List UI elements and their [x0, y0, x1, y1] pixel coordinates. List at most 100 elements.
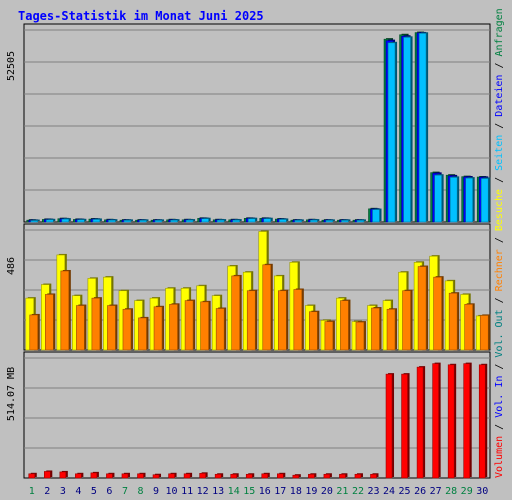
- x-tick-label: 13: [212, 486, 224, 497]
- x-tick-label: 5: [91, 486, 97, 497]
- x-tick-label: 3: [60, 486, 66, 497]
- legend-item-seiten: Seiten: [494, 135, 505, 171]
- x-tick-label: 14: [228, 486, 240, 497]
- bar-rechner-day-7: [122, 308, 132, 351]
- bar-rechner-day-21: [340, 300, 349, 351]
- y-max-label: 514.07 MB: [6, 367, 17, 421]
- legend-item-dateien: Dateien: [494, 75, 505, 117]
- bar-volumen-day-16: [261, 473, 269, 479]
- legend-item-besuche: Besuche: [494, 189, 505, 231]
- x-tick-label: 6: [106, 486, 112, 497]
- bar-seiten-day-26: [418, 33, 427, 223]
- bar-seiten-day-19: [310, 219, 318, 223]
- panel-frame: [23, 351, 491, 479]
- x-tick-label: 24: [383, 486, 395, 497]
- bar-rechner-day-4: [76, 305, 85, 351]
- bar-volumen-day-11: [183, 473, 191, 479]
- bar-rechner-day-12: [200, 301, 209, 351]
- bar-seiten-day-20: [325, 220, 334, 223]
- bar-seiten-day-5: [92, 219, 101, 223]
- right-legend: Volumen / Vol. In / Vol. Out / Rechner /…: [494, 8, 505, 478]
- bar-rechner-day-19: [309, 311, 318, 351]
- x-tick-label: 2: [44, 486, 50, 497]
- legend-item-vol-out: Vol. Out: [494, 309, 505, 357]
- x-tick-label: 23: [367, 486, 379, 497]
- bar-volumen-day-19: [308, 473, 315, 479]
- panel-middle: 486: [6, 223, 491, 351]
- bar-volumen-day-13: [214, 473, 222, 479]
- bar-seiten-day-16: [263, 218, 272, 223]
- x-axis-labels: 1 2 3 4 5 6 7 8 9 10 11 12 13 14 15 16 17 18 19 20 21 22 23 24 2…: [29, 486, 489, 497]
- bar-seiten-day-10: [170, 219, 178, 223]
- x-tick-label: 8: [137, 486, 143, 497]
- chart-title: Tages-Statistik im Monat Juni 2025: [18, 9, 264, 23]
- legend-item-anfragen: Anfragen: [494, 8, 505, 56]
- bar-seiten-day-29: [465, 177, 474, 223]
- bar-rechner-day-28: [448, 292, 458, 351]
- bar-volumen-day-12: [199, 473, 206, 479]
- bar-volumen-day-21: [339, 473, 346, 479]
- bar-volumen-day-7: [121, 473, 129, 479]
- bar-volumen-day-27: [432, 363, 439, 479]
- bar-rechner-day-3: [60, 270, 70, 351]
- bar-volumen-day-29: [463, 363, 471, 479]
- bar-volumen-day-4: [75, 473, 82, 479]
- x-tick-label: 18: [290, 486, 302, 497]
- x-tick-label: 19: [305, 486, 317, 497]
- legend-separator: /: [494, 358, 505, 376]
- bar-seiten-day-17: [278, 219, 287, 223]
- bar-seiten-day-4: [77, 219, 85, 223]
- x-tick-label: 22: [352, 486, 364, 497]
- bar-volumen-day-23: [370, 473, 377, 479]
- bar-volumen-day-2: [43, 471, 51, 479]
- x-tick-label: 1: [29, 486, 35, 497]
- bar-rechner-day-22: [355, 321, 365, 351]
- bar-rechner-day-17: [277, 290, 287, 351]
- bar-seiten-day-18: [294, 220, 303, 223]
- legend-separator: /: [494, 56, 505, 74]
- panel-bottom: 514.07 MB: [6, 351, 491, 479]
- bar-volumen-day-24: [385, 373, 393, 479]
- bar-rechner-day-14: [231, 275, 240, 351]
- legend-separator: /: [494, 171, 505, 189]
- legend-separator: /: [494, 231, 505, 249]
- x-tick-label: 7: [122, 486, 128, 497]
- bar-rechner-day-23: [371, 307, 380, 351]
- legend-separator: /: [494, 418, 505, 436]
- legend-separator: /: [494, 117, 505, 135]
- bar-rechner-day-29: [464, 304, 474, 351]
- x-tick-label: 15: [243, 486, 255, 497]
- bar-volumen-day-8: [137, 473, 144, 479]
- bar-volumen-day-30: [478, 364, 486, 479]
- x-tick-label: 28: [445, 486, 457, 497]
- bar-seiten-day-2: [45, 219, 54, 223]
- bar-rechner-day-30: [479, 315, 489, 351]
- bar-volumen-day-17: [276, 473, 284, 479]
- bar-rechner-day-16: [262, 264, 272, 351]
- legend-item-vol-in: Vol. In: [494, 376, 505, 418]
- bar-volumen-day-6: [106, 473, 113, 479]
- bar-rechner-day-10: [169, 304, 178, 351]
- bar-rechner-day-26: [417, 266, 427, 351]
- bar-seiten-day-1: [30, 220, 39, 223]
- bar-rechner-day-20: [324, 321, 334, 351]
- legend-item-rechner: Rechner: [494, 249, 505, 291]
- bar-volumen-day-18: [292, 474, 300, 479]
- bar-seiten-day-8: [139, 220, 147, 223]
- x-tick-label: 12: [197, 486, 209, 497]
- series-volumen: [28, 362, 488, 479]
- series-seiten: [30, 32, 491, 223]
- y-max-label: 486: [6, 257, 17, 275]
- bar-seiten-day-14: [232, 219, 240, 223]
- bar-seiten-day-28: [449, 177, 458, 223]
- bar-volumen-day-22: [354, 473, 362, 479]
- series-rechner: [29, 263, 491, 351]
- bar-seiten-day-25: [403, 37, 411, 223]
- bar-seiten-day-11: [185, 219, 194, 223]
- bar-seiten-day-21: [341, 220, 349, 223]
- x-tick-label: 30: [476, 486, 488, 497]
- x-tick-label: 9: [153, 486, 159, 497]
- bar-rechner-day-9: [153, 306, 163, 351]
- panels-layer: 52505 486 514.07 MB: [6, 23, 491, 479]
- x-tick-label: 21: [336, 486, 348, 497]
